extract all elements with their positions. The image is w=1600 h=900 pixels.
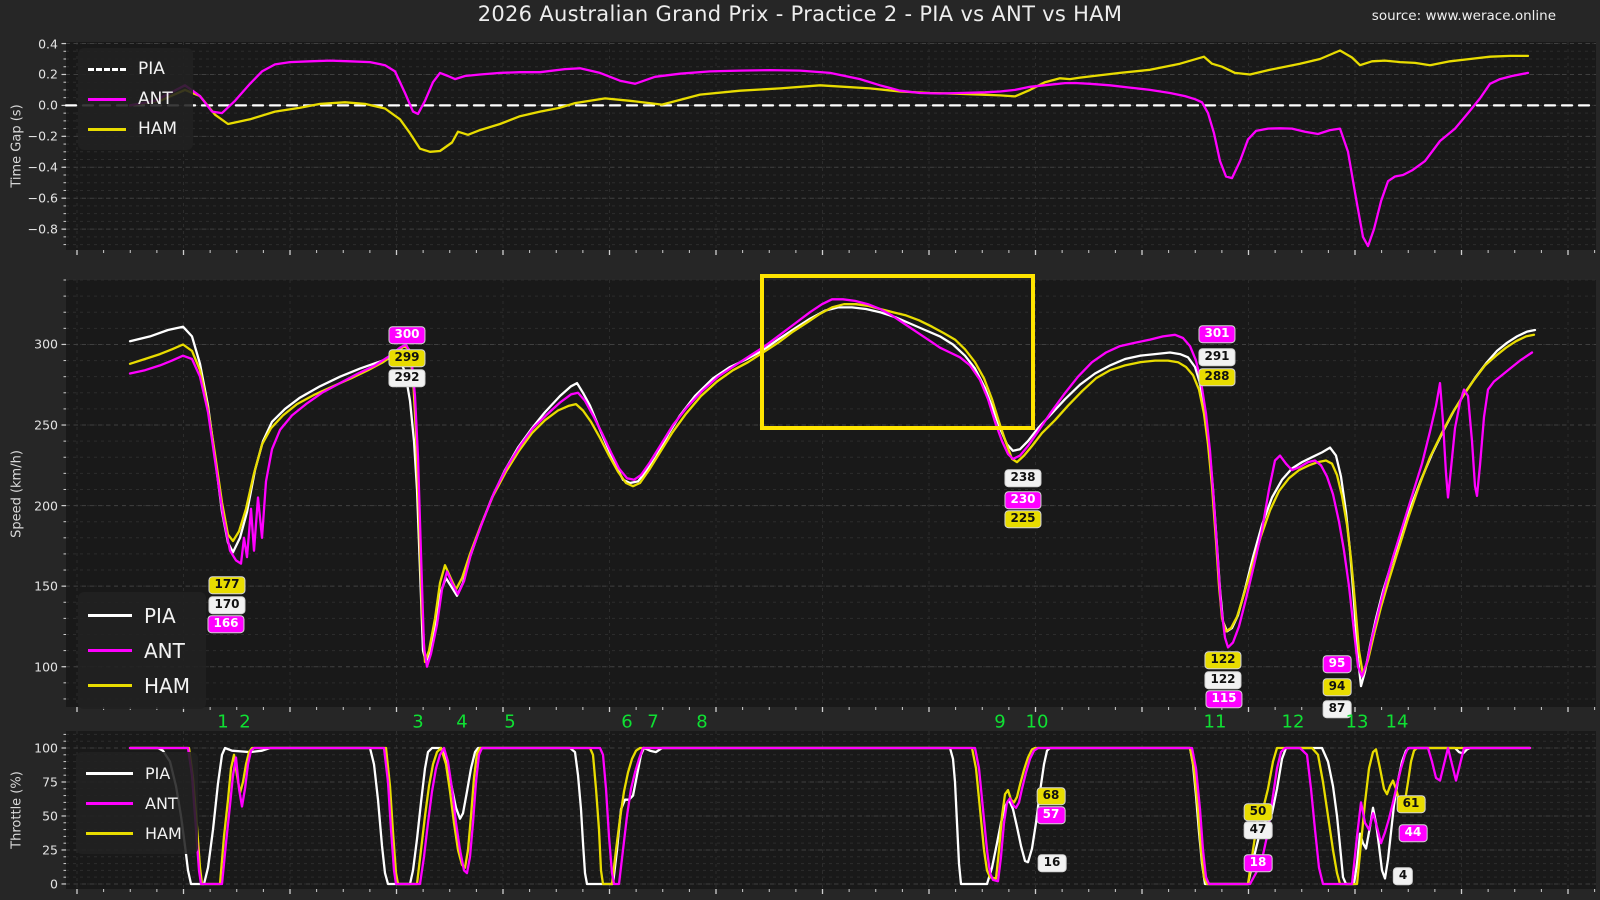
gap-line-ham xyxy=(128,49,1530,153)
gap-line-ant xyxy=(128,59,1530,248)
throttle-line-pia xyxy=(128,746,1532,886)
highlight-box xyxy=(760,274,1035,430)
throttle-line-ant xyxy=(128,746,1532,886)
throttle-line-ham xyxy=(128,746,1532,886)
gap-plot-area xyxy=(66,42,1596,250)
